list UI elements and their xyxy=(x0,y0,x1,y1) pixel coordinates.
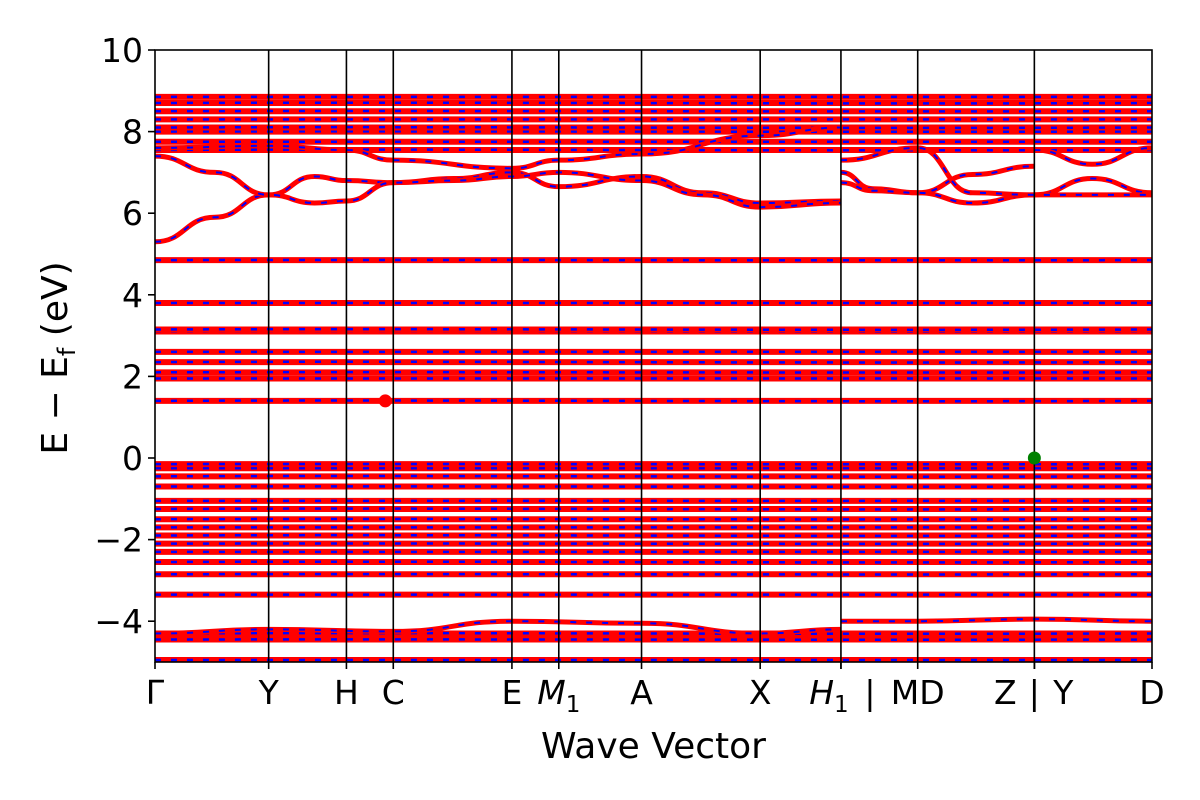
x-axis-title: Wave Vector xyxy=(541,726,766,767)
band-down xyxy=(155,631,1152,636)
x-tick-label: Y xyxy=(1052,673,1074,712)
x-tick-label: C xyxy=(382,673,405,712)
band-down xyxy=(155,125,1152,130)
band-edge-marker xyxy=(378,394,392,408)
band-down xyxy=(155,327,1152,332)
x-tick-label: H1 xyxy=(809,673,848,718)
x-tick-label: MD xyxy=(891,673,945,712)
band-down xyxy=(155,533,1152,538)
x-tick-label: H xyxy=(334,673,359,712)
high-symmetry-lines xyxy=(267,50,1036,662)
band-up xyxy=(840,616,1152,624)
x-tick-label: D xyxy=(1139,673,1164,712)
band-up xyxy=(155,169,841,245)
x-tick-label: Z xyxy=(994,673,1017,712)
y-axis: −4 −2 0 2 4 6 8 10 xyxy=(94,31,155,641)
band-down xyxy=(155,560,1152,564)
band-down xyxy=(840,146,1152,196)
band-edge-marker xyxy=(1027,451,1041,465)
x-tick-label: E xyxy=(501,673,522,712)
x-tick-label: M1 xyxy=(537,673,580,718)
band-down xyxy=(155,507,1152,511)
plot-frame xyxy=(154,49,1153,663)
markers-layer xyxy=(378,394,1041,465)
band-down xyxy=(155,171,841,243)
band-up xyxy=(840,176,1152,206)
y-axis-title-subscript: f xyxy=(53,347,81,356)
bands-layer xyxy=(155,93,1152,662)
y-tick-label: 0 xyxy=(122,439,143,478)
band-down xyxy=(1034,146,1152,166)
band-down xyxy=(155,399,1152,403)
y-axis-title-unit: (eV) xyxy=(35,261,76,347)
y-axis-title: E − Ef (eV) xyxy=(35,261,81,454)
x-tick-label: | xyxy=(864,673,875,712)
y-tick-label: 2 xyxy=(122,357,143,396)
y-tick-label: 6 xyxy=(122,194,143,233)
band-down xyxy=(840,177,1152,205)
y-tick-label: −4 xyxy=(94,602,143,641)
band-down xyxy=(155,360,1152,364)
y-tick-label: −2 xyxy=(94,521,143,560)
y-tick-label: 8 xyxy=(122,113,143,152)
x-tick-label: Γ xyxy=(146,673,165,712)
band-down xyxy=(155,126,841,170)
band-down xyxy=(155,148,1152,152)
x-tick-label: | xyxy=(1029,673,1040,712)
band-down xyxy=(155,101,1152,105)
band-down xyxy=(155,474,1152,478)
x-tick-label: A xyxy=(630,673,653,712)
x-tick-label: X xyxy=(749,673,772,712)
y-axis-title-main: E − E xyxy=(35,356,76,455)
x-tick-label: Y xyxy=(258,673,280,712)
y-tick-label: 4 xyxy=(122,276,143,315)
x-axis: Γ D Y H C E M1 A X H1 | MD Z | Y xyxy=(146,662,1165,718)
y-tick-label: 10 xyxy=(101,31,143,70)
